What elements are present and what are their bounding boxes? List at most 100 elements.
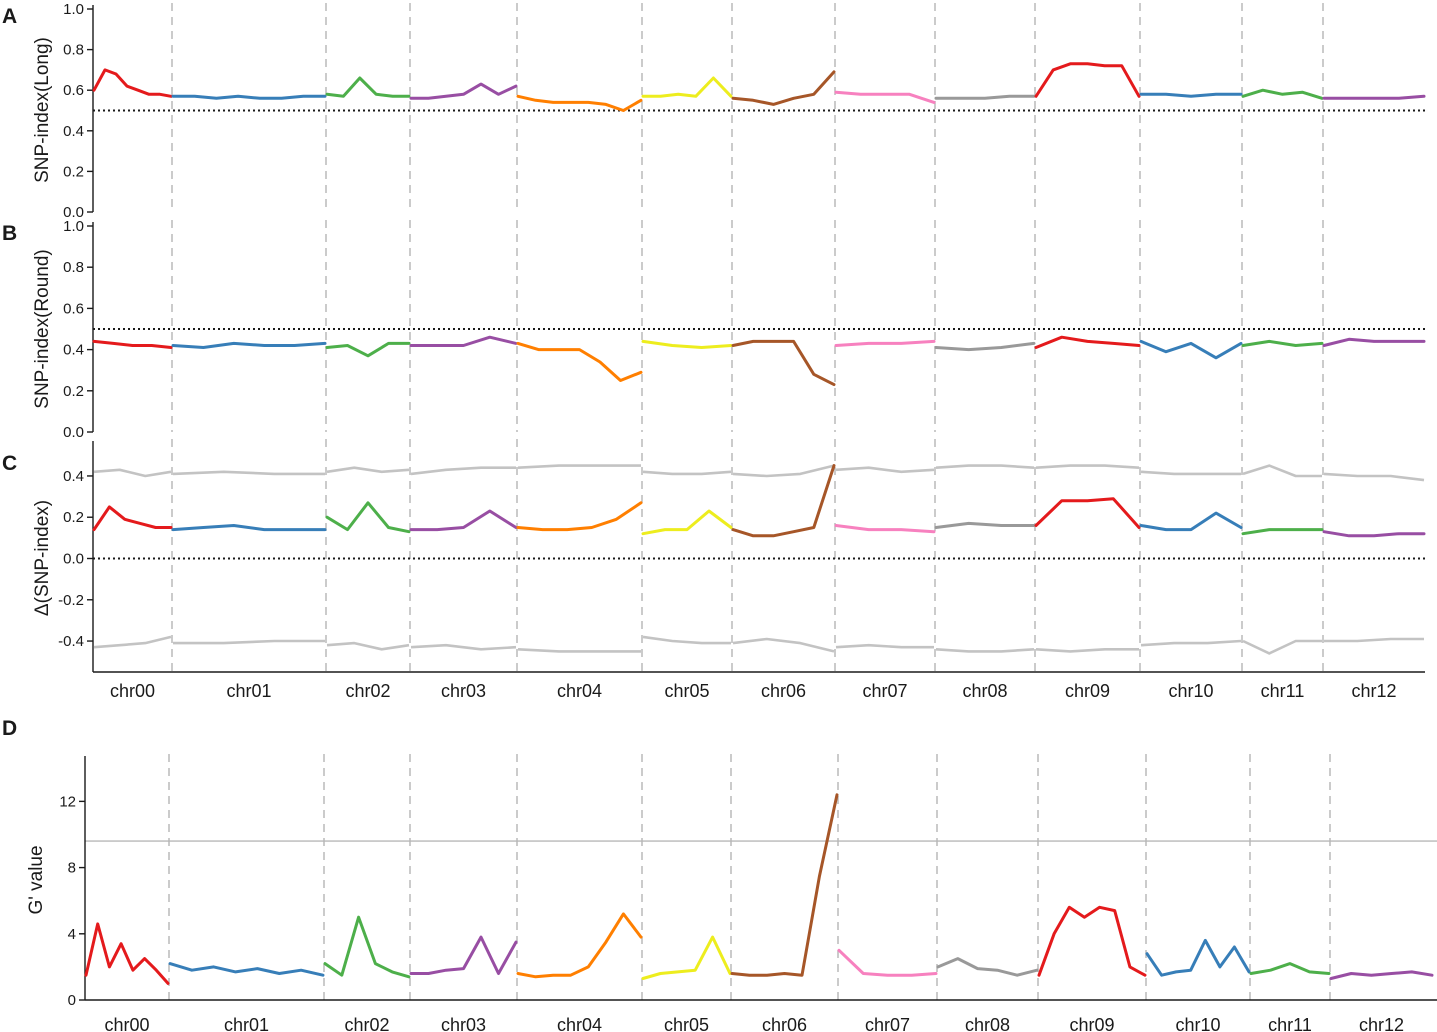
panel-b-series-chr02: [325, 341, 411, 358]
panel-b-series-chr10: [1139, 339, 1243, 360]
panel-b: B 0.0 0.2 0.4 0.6 0.8 1.0 SNP-index(Round): [2, 218, 1426, 441]
panel-c: C -0.4 -0.2 0.0 0.2 0.4 Δ(SNP-index) chr00 chr0…: [2, 439, 1426, 701]
panel-c-confidence-lower-chr05: [642, 635, 731, 645]
panel-c-confidence-upper-chr03: [410, 466, 516, 476]
panel-d-chrom-label-chr04: chr04: [557, 1015, 602, 1032]
panel-b-series-chr05: [641, 339, 733, 349]
panel-d-series-chr11: [1249, 962, 1331, 975]
panel-c-series-chr09: [1034, 497, 1141, 529]
panel-d-chrom-label-chr08: chr08: [965, 1015, 1010, 1032]
panel-c-confidence-lower-chr10: [1140, 639, 1242, 647]
panel-d-chrom-label-chr12: chr12: [1359, 1015, 1404, 1032]
panel-a-y-tick-label: 1.0: [63, 1, 84, 18]
panel-d-y-tick-label: 4: [68, 926, 76, 943]
panel-d-chrom-label-chr09: chr09: [1069, 1015, 1114, 1032]
panel-c-confidence-lower-chr01: [173, 639, 325, 645]
panel-d-series-chr04: [516, 912, 643, 979]
panel-c-confidence-upper-chr10: [1140, 470, 1241, 476]
panel-d-series-chr10: [1145, 938, 1251, 977]
panel-d-y-tick-label: 0: [68, 992, 76, 1009]
panel-c-confidence-upper-chr00: [93, 468, 172, 478]
panel-d-series-chr02: [323, 915, 411, 979]
panel-a-series-chr01: [171, 94, 327, 100]
panel-a-series-chr07: [834, 90, 936, 104]
panel-c-confidence-lower-chr08: [935, 648, 1035, 653]
panel-a-series-chr12: [1322, 94, 1426, 100]
panel-c-confidence-upper-chr08: [935, 464, 1035, 469]
panel-a-letter: A: [2, 5, 17, 28]
panel-c-chrom-label-chr06: chr06: [761, 681, 806, 701]
panel-c-confidence-lower-chr11: [1242, 639, 1322, 655]
panel-d: D 0 4 8 12 G' value chr00 chr01 chr02 chr03 chr04…: [2, 717, 1437, 1032]
panel-c-confidence-upper-chr04: [517, 464, 641, 469]
panel-c-chrom-label-chr12: chr12: [1351, 681, 1396, 701]
panel-c-confidence-upper-chr06: [732, 464, 835, 478]
panel-d-series-chr01: [168, 962, 325, 977]
panel-d-series-chr00: [84, 922, 170, 985]
panel-d-series-chr03: [409, 935, 518, 975]
panel-a-series-chr04: [516, 94, 643, 112]
panel-c-series-chr00: [92, 505, 173, 532]
panel-b-letter: B: [2, 222, 17, 245]
panel-b-series-chr06: [731, 339, 836, 387]
panel-d-series-chr09: [1037, 905, 1147, 977]
panel-a-y-tick-label: 0.4: [63, 123, 84, 140]
panel-c-chrom-label-chr01: chr01: [226, 681, 271, 701]
panel-c-y-axis-title: Δ(SNP-index): [32, 500, 53, 616]
panel-c-confidence-lower-chr02: [326, 641, 410, 651]
panel-b-series-chr11: [1241, 339, 1324, 347]
panel-c-confidence-lower-chr04: [517, 648, 641, 653]
panel-a: A 0.0 0.2 0.4 0.6 0.8 1.0 SNP-index(Long): [2, 1, 1426, 221]
panel-a-series-chr05: [641, 76, 733, 98]
panel-b-series-chr12: [1322, 337, 1426, 347]
panel-b-series-chr04: [516, 341, 643, 382]
panel-b-y-tick-label: 0.4: [63, 342, 84, 359]
panel-c-chrom-label-chr00: chr00: [110, 681, 155, 701]
panel-b-series-chr07: [834, 339, 936, 347]
panel-c-confidence-upper-chr07: [835, 466, 935, 474]
panel-c-confidence-lower-chr09: [1035, 647, 1139, 653]
panel-d-series-chr06: [730, 793, 839, 977]
panel-a-series-chr03: [409, 82, 518, 100]
panel-a-series-chr00: [92, 68, 173, 98]
panel-a-series-chr02: [325, 76, 411, 98]
panel-d-chrom-label-chr05: chr05: [664, 1015, 709, 1032]
panel-c-series-chr06: [731, 464, 836, 538]
panel-c-series-chr07: [834, 524, 936, 534]
panel-b-series-chr03: [409, 335, 518, 347]
panel-c-chrom-label-chr10: chr10: [1168, 681, 1213, 701]
panel-c-y-tick-label: -0.2: [58, 592, 84, 609]
panel-d-chrom-label-chr03: chr03: [441, 1015, 486, 1032]
panel-a-series-chr06: [731, 70, 836, 106]
panel-b-series-chr00: [92, 339, 173, 349]
panel-c-series-chr12: [1322, 530, 1426, 538]
panel-c-chrom-label-chr09: chr09: [1065, 681, 1110, 701]
panel-b-y-axis-title: SNP-index(Round): [32, 249, 53, 408]
panel-d-chrom-label-chr10: chr10: [1175, 1015, 1220, 1032]
panel-c-y-tick-label: 0.4: [63, 468, 84, 485]
panel-c-chrom-label-chr04: chr04: [557, 681, 602, 701]
panel-a-series-chr08: [934, 94, 1036, 100]
panel-b-y-tick-label: 0.2: [63, 383, 84, 400]
panel-c-confidence-upper-chr09: [1035, 464, 1140, 469]
panel-a-y-axis-title: SNP-index(Long): [32, 37, 53, 183]
panel-a-y-tick-label: 0.6: [63, 82, 84, 99]
panel-c-confidence-upper-chr02: [326, 466, 410, 474]
panel-c-series-chr04: [516, 501, 643, 532]
panel-b-y-tick-label: 0.6: [63, 300, 84, 317]
panel-c-chrom-label-chr07: chr07: [862, 681, 907, 701]
panel-d-series-chr08: [936, 957, 1039, 977]
panel-c-series-chr11: [1241, 528, 1324, 536]
panel-d-chrom-label-chr06: chr06: [762, 1015, 807, 1032]
panel-d-series-chr12: [1329, 970, 1434, 980]
panel-d-chrom-label-chr01: chr01: [224, 1015, 269, 1032]
panel-c-confidence-upper-chr01: [172, 470, 325, 476]
panel-c-chrom-label-chr08: chr08: [962, 681, 1007, 701]
panel-c-confidence-upper-chr12: [1323, 472, 1425, 482]
panel-c-series-chr10: [1139, 511, 1243, 532]
panel-d-y-tick-label: 8: [68, 860, 76, 877]
panel-d-y-tick-label: 12: [59, 793, 76, 810]
panel-a-y-tick-label: 0.8: [63, 42, 84, 59]
panel-c-series-chr03: [409, 509, 518, 532]
